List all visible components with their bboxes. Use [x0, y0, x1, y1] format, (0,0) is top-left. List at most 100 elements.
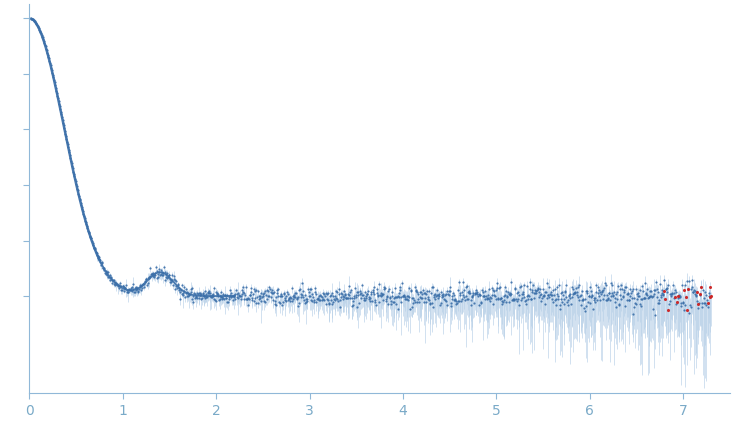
- Point: [404, 285, 416, 292]
- Point: [108, 277, 119, 284]
- Point: [322, 290, 334, 297]
- Point: [536, 295, 548, 302]
- Point: [453, 298, 464, 305]
- Point: [553, 301, 565, 308]
- Point: [461, 283, 473, 290]
- Point: [346, 295, 357, 302]
- Point: [458, 293, 469, 300]
- Point: [364, 295, 376, 302]
- Point: [293, 287, 305, 294]
- Point: [310, 299, 322, 306]
- Point: [612, 283, 624, 290]
- Point: [86, 238, 98, 245]
- Point: [272, 292, 284, 299]
- Point: [242, 295, 254, 302]
- Point: [608, 289, 620, 296]
- Point: [153, 266, 165, 273]
- Point: [443, 291, 455, 298]
- Point: [681, 277, 693, 284]
- Point: [428, 293, 440, 300]
- Point: [384, 293, 396, 300]
- Point: [186, 295, 198, 302]
- Point: [591, 296, 603, 303]
- Point: [225, 289, 237, 296]
- Point: [568, 289, 580, 296]
- Point: [34, 27, 46, 34]
- Point: [492, 295, 504, 302]
- Point: [406, 294, 418, 301]
- Point: [214, 295, 226, 302]
- Point: [639, 279, 651, 286]
- Point: [300, 296, 312, 303]
- Point: [286, 284, 298, 291]
- Point: [218, 296, 230, 303]
- Point: [662, 307, 674, 314]
- Point: [499, 291, 511, 298]
- Point: [133, 288, 144, 295]
- Point: [451, 300, 463, 307]
- Point: [206, 293, 218, 300]
- Point: [363, 295, 374, 302]
- Point: [511, 297, 523, 304]
- Point: [421, 299, 433, 306]
- Point: [675, 300, 687, 307]
- Point: [570, 291, 582, 298]
- Point: [439, 297, 450, 304]
- Point: [184, 291, 196, 298]
- Point: [589, 299, 601, 306]
- Point: [158, 268, 170, 275]
- Point: [87, 239, 99, 246]
- Point: [167, 282, 179, 289]
- Point: [105, 273, 117, 280]
- Point: [237, 284, 249, 291]
- Point: [307, 293, 319, 300]
- Point: [590, 281, 602, 288]
- Point: [477, 293, 489, 300]
- Point: [380, 295, 391, 302]
- Point: [405, 286, 417, 293]
- Point: [249, 288, 261, 295]
- Point: [573, 282, 585, 289]
- Point: [157, 269, 169, 276]
- Point: [550, 302, 562, 309]
- Point: [592, 289, 604, 296]
- Point: [145, 271, 157, 277]
- Point: [213, 296, 225, 303]
- Point: [694, 291, 706, 298]
- Point: [81, 222, 93, 229]
- Point: [609, 294, 621, 301]
- Point: [312, 295, 324, 302]
- Point: [519, 297, 531, 304]
- Point: [174, 295, 186, 302]
- Point: [114, 279, 126, 286]
- Point: [347, 297, 359, 304]
- Point: [239, 292, 251, 299]
- Point: [330, 295, 342, 302]
- Point: [685, 286, 697, 293]
- Point: [68, 170, 80, 177]
- Point: [217, 294, 228, 301]
- Point: [334, 304, 346, 311]
- Point: [221, 291, 233, 298]
- Point: [130, 284, 142, 291]
- Point: [521, 282, 533, 289]
- Point: [630, 285, 642, 292]
- Point: [283, 295, 295, 302]
- Point: [74, 199, 86, 206]
- Point: [506, 296, 518, 303]
- Point: [88, 244, 100, 251]
- Point: [408, 298, 420, 305]
- Point: [513, 291, 525, 298]
- Point: [305, 296, 317, 303]
- Point: [141, 281, 153, 288]
- Point: [178, 289, 189, 296]
- Point: [90, 249, 102, 256]
- Point: [432, 292, 444, 299]
- Point: [444, 287, 456, 294]
- Point: [573, 284, 584, 291]
- Point: [212, 290, 223, 297]
- Point: [374, 292, 386, 299]
- Point: [284, 297, 296, 304]
- Point: [607, 292, 619, 299]
- Point: [626, 288, 638, 295]
